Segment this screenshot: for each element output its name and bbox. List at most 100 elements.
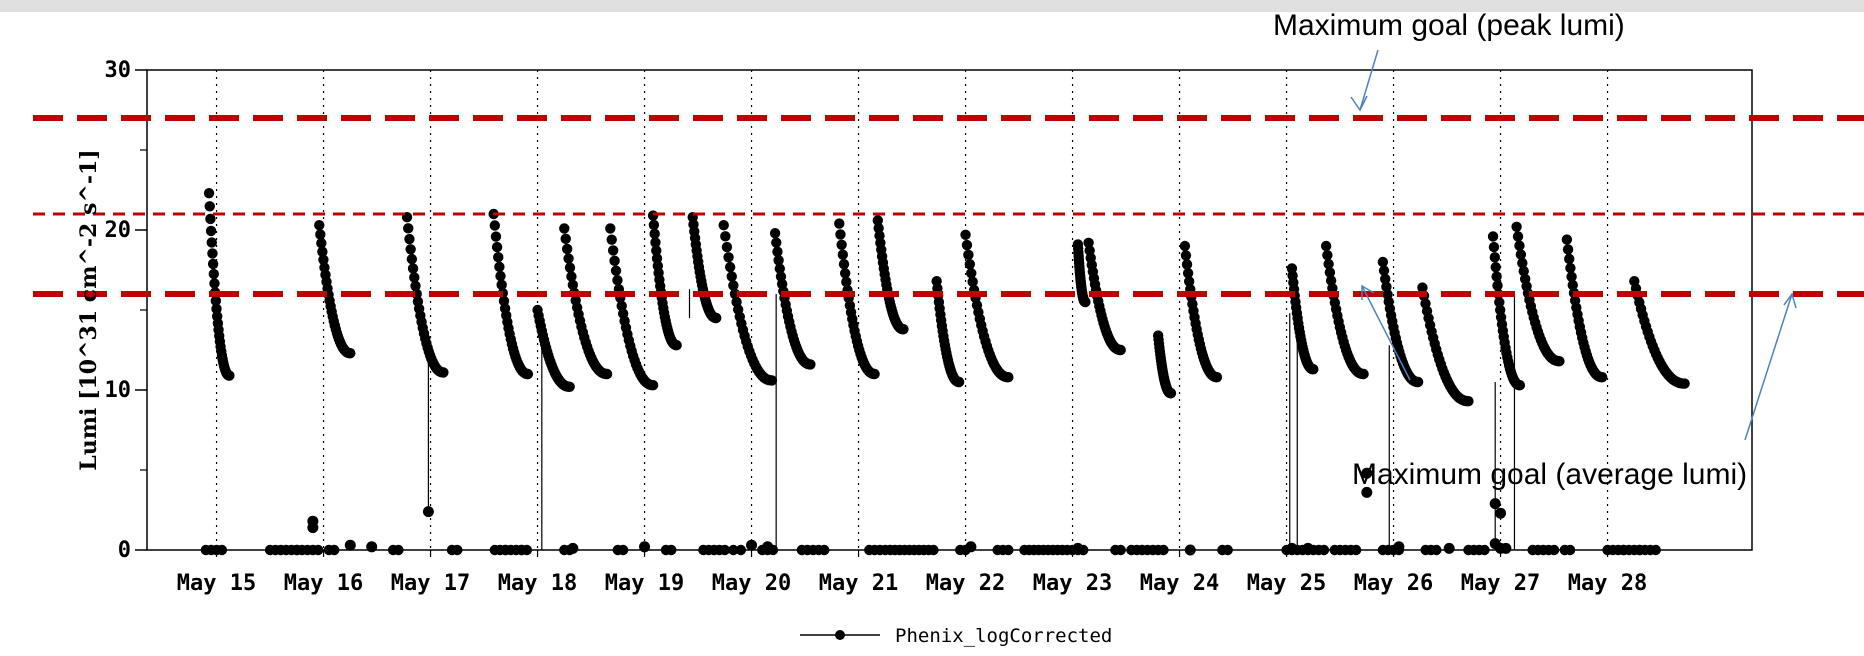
data-point bbox=[769, 228, 781, 239]
data-point bbox=[1515, 249, 1527, 260]
data-point bbox=[720, 231, 731, 242]
x-tick-label-4: May 19 bbox=[605, 571, 684, 596]
data-point bbox=[1322, 249, 1333, 261]
data-point bbox=[1518, 266, 1529, 277]
data-point bbox=[405, 244, 416, 255]
data-point bbox=[837, 249, 849, 260]
data-point bbox=[206, 237, 217, 248]
data-point bbox=[606, 234, 617, 245]
x-tick-label-10: May 25 bbox=[1247, 571, 1326, 596]
isolated-point-7 bbox=[746, 539, 758, 551]
data-point bbox=[314, 220, 325, 231]
data-point bbox=[835, 229, 846, 240]
data-point bbox=[649, 228, 660, 240]
data-point bbox=[771, 237, 782, 248]
data-point bbox=[522, 368, 534, 380]
fill-21 bbox=[1377, 256, 1424, 388]
data-point bbox=[650, 237, 661, 248]
data-point bbox=[1323, 258, 1334, 270]
fill-9 bbox=[718, 220, 778, 386]
legend-marker-swatch bbox=[835, 630, 845, 640]
data-point bbox=[723, 252, 734, 263]
fill-23 bbox=[1487, 231, 1526, 391]
data-point bbox=[406, 253, 418, 265]
data-point bbox=[609, 255, 620, 267]
fill-7 bbox=[647, 210, 682, 351]
data-point bbox=[966, 268, 977, 279]
data-point bbox=[805, 359, 816, 370]
isolated-point-21 bbox=[1286, 542, 1298, 554]
data-point bbox=[1211, 372, 1223, 383]
annotation-average-goal: Maximum goal (average lumi) bbox=[1352, 458, 1747, 491]
data-point bbox=[601, 368, 613, 380]
data-point bbox=[872, 215, 884, 226]
fill-5 bbox=[559, 223, 613, 380]
data-point bbox=[1308, 364, 1319, 375]
data-point bbox=[1562, 244, 1574, 255]
isolated-point-20 bbox=[1500, 542, 1512, 554]
data-point bbox=[1320, 240, 1332, 252]
data-point bbox=[1492, 280, 1503, 291]
fill-17 bbox=[1152, 330, 1177, 399]
data-point bbox=[1115, 344, 1126, 356]
data-point bbox=[403, 223, 414, 234]
arrow-peak-goal-head bbox=[1350, 95, 1368, 112]
isolated-point-4 bbox=[422, 506, 434, 518]
data-point bbox=[839, 268, 851, 279]
series-phenix-logcorrected bbox=[200, 188, 1690, 556]
data-point bbox=[404, 233, 415, 245]
legend: Phenix_logCorrected bbox=[800, 625, 1112, 647]
fill-18 bbox=[1179, 240, 1223, 383]
data-point bbox=[1554, 356, 1565, 367]
arrow-peak-goal bbox=[1359, 49, 1379, 111]
x-tick-label-5: May 20 bbox=[712, 571, 791, 596]
fill-4 bbox=[532, 304, 575, 392]
annotations: Maximum goal (peak lumi) Maximum goal (a… bbox=[1273, 9, 1797, 491]
data-point bbox=[1179, 240, 1191, 252]
data-point bbox=[1165, 388, 1177, 399]
data-point bbox=[1080, 296, 1091, 308]
data-point bbox=[728, 280, 739, 291]
data-point bbox=[345, 348, 356, 359]
data-point bbox=[647, 210, 659, 221]
data-point bbox=[773, 255, 784, 266]
data-point bbox=[207, 248, 218, 259]
data-point bbox=[407, 263, 419, 274]
arrow-average-goal-mid bbox=[1361, 285, 1411, 381]
x-tick-label-7: May 22 bbox=[926, 571, 1005, 596]
data-point bbox=[873, 223, 884, 234]
fill-26 bbox=[1629, 276, 1690, 389]
data-point bbox=[1491, 271, 1502, 282]
data-point bbox=[766, 375, 778, 386]
data-point bbox=[1567, 279, 1578, 291]
fill-20 bbox=[1320, 240, 1369, 380]
fill-8 bbox=[687, 212, 722, 324]
data-point bbox=[211, 303, 222, 315]
data-point bbox=[772, 246, 783, 257]
data-point bbox=[566, 271, 577, 282]
fill-1 bbox=[314, 220, 356, 359]
arrow-average-goal-right bbox=[1744, 293, 1793, 441]
x-tick-label-8: May 23 bbox=[1033, 571, 1112, 596]
data-point bbox=[1488, 241, 1500, 253]
data-point bbox=[1597, 372, 1608, 383]
data-point bbox=[564, 262, 576, 273]
data-point bbox=[671, 340, 682, 351]
data-point bbox=[721, 241, 733, 253]
fill-3 bbox=[488, 208, 534, 380]
x-tick-label-3: May 18 bbox=[498, 571, 577, 596]
data-point bbox=[203, 188, 215, 199]
data-point bbox=[647, 380, 659, 391]
fill-25 bbox=[1561, 234, 1608, 383]
data-point bbox=[1083, 237, 1094, 248]
data-point bbox=[834, 218, 845, 229]
y-axis: 0 10 20 30 bbox=[105, 58, 147, 563]
top-banner-bar bbox=[0, 0, 1864, 12]
data-point bbox=[838, 259, 850, 270]
isolated-point-13 bbox=[1361, 486, 1373, 498]
fill-14 bbox=[960, 229, 1014, 383]
data-point bbox=[1561, 234, 1573, 245]
y-tick-label-3: 30 bbox=[105, 58, 132, 83]
data-point bbox=[496, 279, 507, 291]
data-point bbox=[718, 220, 729, 231]
